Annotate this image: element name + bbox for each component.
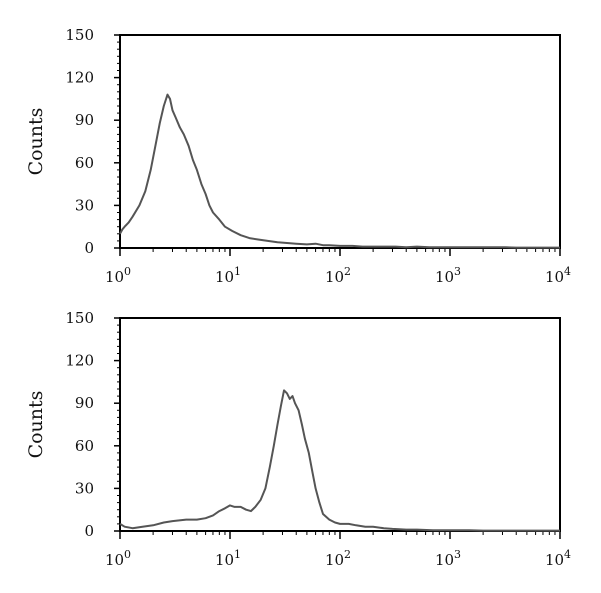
x-tick-label: 100	[105, 548, 131, 569]
y-axis-title: Counts	[25, 108, 47, 176]
y-tick-label: 150	[65, 26, 94, 44]
x-tick-label: 103	[435, 548, 461, 569]
histogram-panel-bottom: 0 30 60 90 120 150 100 101 102 103 104 Counts	[25, 309, 571, 569]
x-tick-label: 103	[435, 265, 461, 286]
x-tick-label: 102	[325, 548, 351, 569]
y-tick-label: 60	[75, 154, 94, 172]
histogram-series-line	[119, 93, 560, 249]
y-tick-label: 150	[65, 309, 94, 327]
y-tick-label: 90	[75, 111, 94, 129]
x-tick-label: 102	[325, 265, 351, 286]
y-tick-label: 90	[75, 394, 94, 412]
y-tick-label: 30	[75, 479, 94, 497]
x-tick-label: 100	[105, 265, 131, 286]
y-tick-label: 0	[84, 239, 94, 257]
y-tick-label: 60	[75, 437, 94, 455]
y-axis-title: Counts	[25, 391, 47, 459]
y-tick-label: 120	[65, 69, 94, 87]
plot-frame	[119, 317, 561, 532]
x-tick-label: 101	[215, 548, 241, 569]
y-tick-label: 0	[84, 522, 94, 540]
histogram-series-line	[119, 389, 560, 532]
y-tick-label: 120	[65, 352, 94, 370]
y-tick-label: 30	[75, 196, 94, 214]
x-tick-label: 104	[545, 265, 571, 286]
x-tick-label: 104	[545, 548, 571, 569]
x-tick-label: 101	[215, 265, 241, 286]
histogram-panel-top: 0 30 60 90 120 150 100 101 102 103 104 Counts	[25, 26, 571, 286]
